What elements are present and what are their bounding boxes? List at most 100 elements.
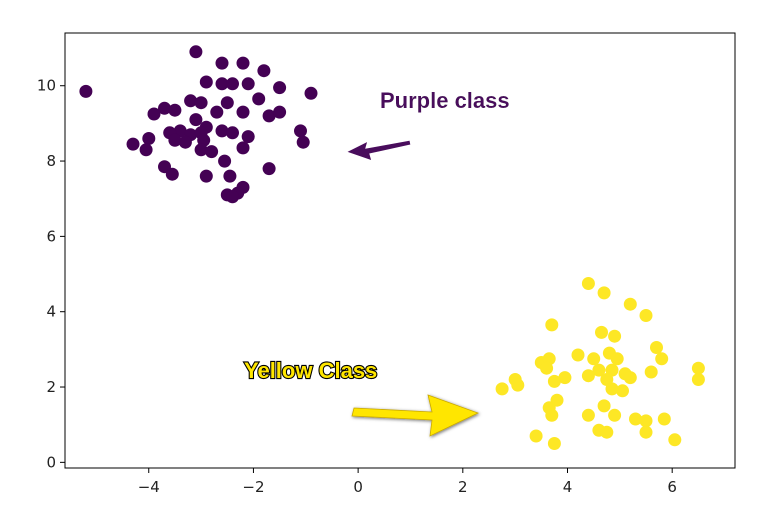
scatter-point-series-0-3 <box>236 56 250 70</box>
scatter-point-series-0-20 <box>262 109 276 123</box>
scatter-point-series-0-10 <box>304 86 318 100</box>
scatter-point-series-0-18 <box>210 105 224 119</box>
y-tick-label: 6 <box>46 227 56 245</box>
scatter-point-series-0-4 <box>257 64 271 78</box>
scatter-point-series-0-21 <box>273 105 287 119</box>
scatter-point-series-1-38 <box>629 412 642 426</box>
y-tick-label: 8 <box>46 152 56 170</box>
scatter-point-series-0-46 <box>199 169 213 183</box>
scatter-point-series-1-9 <box>587 352 601 366</box>
scatter-point-series-1-42 <box>600 425 614 439</box>
y-tick-label: 2 <box>46 378 56 396</box>
scatter-point-series-1-27 <box>511 378 525 392</box>
scatter-point-series-1-45 <box>547 437 561 450</box>
scatter-point-series-0-47 <box>223 169 237 183</box>
scatter-point-series-1-4 <box>545 318 559 332</box>
scatter-point-series-0-32 <box>142 132 156 145</box>
y-tick-label: 0 <box>46 453 56 471</box>
scatter-point-series-0-13 <box>220 96 234 110</box>
arrow-purple <box>344 139 412 162</box>
scatter-point-series-0-44 <box>262 162 276 176</box>
scatter-point-series-0-33 <box>168 133 182 147</box>
scatter-point-series-0-39 <box>194 143 208 157</box>
data-points-layer <box>79 45 705 450</box>
scatter-point-series-1-2 <box>623 297 637 311</box>
scatter-point-series-0-0 <box>79 84 93 98</box>
scatter-point-series-0-28 <box>215 124 229 138</box>
scatter-point-series-1-12 <box>655 352 669 366</box>
scatter-point-series-0-29 <box>226 126 239 140</box>
scatter-point-series-1-15 <box>540 361 554 375</box>
x-tick-label: −4 <box>138 478 160 496</box>
y-axis: 0 2 4 6 8 10 <box>37 77 65 471</box>
scatter-point-series-1-19 <box>644 365 658 379</box>
scatter-point-series-1-37 <box>608 408 622 422</box>
scatter-point-series-0-12 <box>194 96 208 110</box>
scatter-point-series-0-51 <box>226 190 239 204</box>
scatter-point-series-0-38 <box>139 143 153 157</box>
scatter-point-series-0-2 <box>215 56 229 70</box>
scatter-point-series-1-43 <box>639 425 653 439</box>
scatter-point-series-1-34 <box>597 399 611 413</box>
scatter-point-series-0-31 <box>294 124 307 138</box>
scatter-point-series-1-3 <box>639 309 653 322</box>
scatter-point-series-1-39 <box>639 414 653 428</box>
scatter-point-series-0-11 <box>184 94 198 108</box>
scatter-point-series-1-35 <box>545 408 559 422</box>
scatter-point-series-0-19 <box>236 105 250 119</box>
x-tick-label: 0 <box>353 478 363 496</box>
scatter-point-series-1-44 <box>529 429 543 443</box>
scatter-point-series-0-45 <box>165 167 179 181</box>
scatter-point-series-0-37 <box>296 135 310 149</box>
scatter-point-series-0-41 <box>236 141 250 155</box>
scatter-point-series-1-20 <box>691 361 705 375</box>
x-tick-label: 4 <box>563 478 573 496</box>
scatter-point-series-0-36 <box>126 137 140 151</box>
scatter-point-series-0-30 <box>241 130 255 144</box>
scatter-point-series-0-34 <box>178 135 192 149</box>
scatter-point-series-1-1 <box>597 286 611 300</box>
annotation-yellow-class: Yellow Class <box>244 358 377 383</box>
scatter-point-series-1-29 <box>605 382 619 396</box>
scatter-point-series-1-40 <box>657 412 671 426</box>
scatter-point-series-1-8 <box>571 348 585 362</box>
scatter-point-series-1-6 <box>608 329 622 343</box>
scatter-point-series-0-14 <box>252 92 266 106</box>
scatter-point-series-1-28 <box>495 382 509 396</box>
x-tick-label: −2 <box>242 478 264 496</box>
scatter-point-series-1-5 <box>595 325 608 339</box>
y-tick-label: 10 <box>37 77 56 95</box>
annotation-purple-class: Purple class <box>380 88 510 113</box>
scatter-point-series-1-25 <box>547 374 561 388</box>
scatter-point-series-0-42 <box>218 154 232 168</box>
scatter-point-series-0-8 <box>241 77 255 91</box>
arrow-yellow <box>351 394 480 437</box>
scatter-point-series-1-31 <box>691 373 705 386</box>
scatter-point-series-1-11 <box>610 352 624 366</box>
scatter-point-series-1-21 <box>581 369 595 383</box>
scatter-point-series-0-7 <box>226 77 239 91</box>
scatter-point-series-1-16 <box>592 363 606 377</box>
scatter-point-series-0-5 <box>199 75 213 89</box>
scatter-point-series-0-1 <box>189 45 203 59</box>
scatter-point-series-1-7 <box>650 341 663 354</box>
scatter-point-series-1-36 <box>581 408 595 422</box>
x-tick-label: 6 <box>667 478 677 496</box>
x-tick-label: 2 <box>458 478 468 496</box>
scatter-point-series-0-17 <box>147 107 161 121</box>
scatter-point-series-0-16 <box>168 103 182 117</box>
scatter-point-series-0-22 <box>189 113 203 127</box>
scatter-point-series-0-40 <box>205 145 219 159</box>
scatter-point-series-0-6 <box>215 77 229 91</box>
scatter-point-series-1-30 <box>616 384 629 398</box>
y-tick-label: 4 <box>46 303 56 321</box>
x-axis: −4 −2 0 2 4 6 <box>138 468 677 496</box>
scatter-point-series-1-0 <box>581 277 595 290</box>
scatter-point-series-1-23 <box>623 371 637 385</box>
scatter-point-series-1-46 <box>668 433 682 447</box>
plot-frame <box>64 32 736 469</box>
scatter-point-series-0-9 <box>273 81 287 95</box>
scatter-point-series-0-15 <box>158 101 171 115</box>
